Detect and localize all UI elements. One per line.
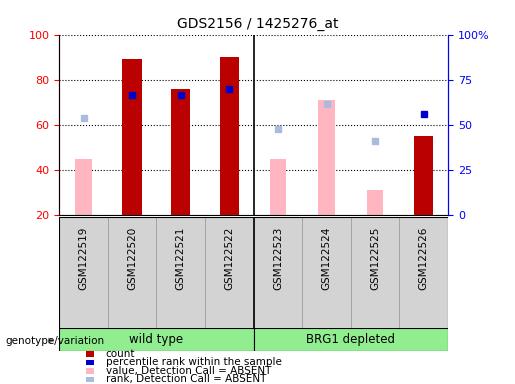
Text: GSM122520: GSM122520 (127, 227, 137, 290)
Bar (59, 328, 253, 351)
Bar (75, 159, 92, 215)
Bar (351, 217, 400, 340)
Bar (318, 100, 335, 215)
Bar (86, 368, 94, 374)
Text: rank, Detection Call = ABSENT: rank, Detection Call = ABSENT (106, 374, 266, 384)
Text: genotype/variation: genotype/variation (5, 336, 104, 346)
Text: count: count (106, 349, 135, 359)
Text: value, Detection Call = ABSENT: value, Detection Call = ABSENT (106, 366, 271, 376)
Bar (171, 89, 191, 215)
Bar (367, 190, 383, 215)
Bar (219, 57, 239, 215)
Bar (414, 136, 434, 215)
Bar (302, 217, 351, 340)
Text: BRG1 depleted: BRG1 depleted (306, 333, 396, 346)
Text: GSM122519: GSM122519 (78, 227, 89, 290)
Bar (86, 351, 94, 357)
Text: GSM122523: GSM122523 (273, 227, 283, 290)
Text: GSM122522: GSM122522 (225, 227, 234, 290)
Text: GSM122524: GSM122524 (321, 227, 332, 290)
Bar (400, 217, 448, 340)
Text: GSM122525: GSM122525 (370, 227, 380, 290)
Bar (253, 217, 302, 340)
Bar (270, 159, 286, 215)
Bar (253, 328, 448, 351)
Text: GSM122521: GSM122521 (176, 227, 186, 290)
Bar (123, 60, 142, 215)
Text: GDS2156 / 1425276_at: GDS2156 / 1425276_at (177, 17, 338, 31)
Bar (157, 217, 205, 340)
Text: wild type: wild type (129, 333, 183, 346)
Bar (59, 217, 108, 340)
Bar (205, 217, 253, 340)
Bar (108, 217, 157, 340)
Bar (86, 360, 94, 365)
Bar (86, 377, 94, 382)
Text: GSM122526: GSM122526 (419, 227, 429, 290)
Text: percentile rank within the sample: percentile rank within the sample (106, 358, 282, 367)
